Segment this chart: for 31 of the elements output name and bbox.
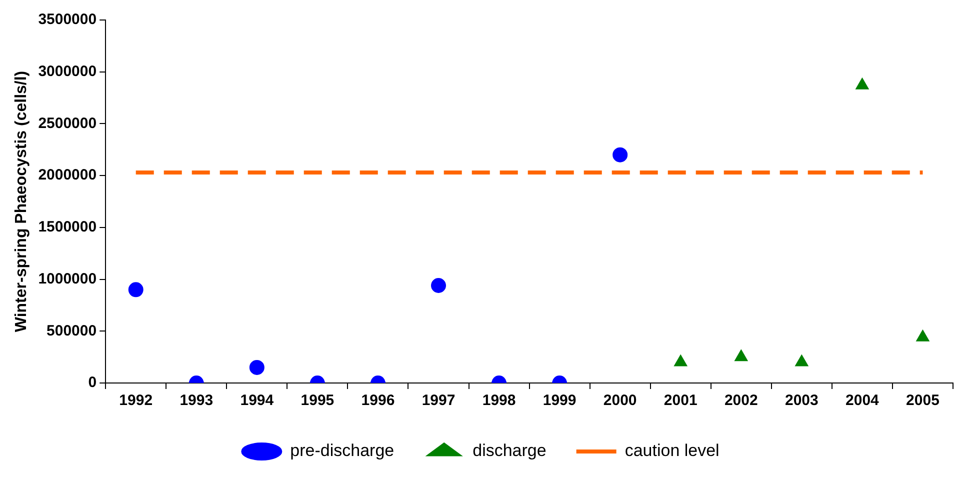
x-tick-label: 1995 xyxy=(300,392,334,410)
point xyxy=(674,354,688,366)
x-tick-label: 1992 xyxy=(119,392,153,410)
y-tick-label: 500000 xyxy=(46,322,97,340)
x-tick-label: 2003 xyxy=(784,392,818,410)
point xyxy=(734,350,748,362)
y-tick-label: 2000000 xyxy=(38,166,97,184)
x-tick-label: 1997 xyxy=(422,392,456,410)
x-tick-label: 2004 xyxy=(846,392,880,410)
legend-label: discharge xyxy=(472,441,546,460)
point xyxy=(612,147,628,162)
y-tick-label: 1000000 xyxy=(38,270,97,288)
y-tick-label: 1500000 xyxy=(38,218,97,236)
x-tick-label: 2002 xyxy=(724,392,758,410)
x-tick-label: 2005 xyxy=(906,392,940,410)
legend-label: pre-discharge xyxy=(290,441,394,460)
y-tick-label: 0 xyxy=(88,374,97,392)
x-tick-label: 1994 xyxy=(240,392,274,410)
x-tick-label: 1998 xyxy=(482,392,516,410)
y-tick-label: 2500000 xyxy=(38,114,97,132)
legend-label: caution level xyxy=(624,441,720,460)
x-tick-label: 1999 xyxy=(542,392,576,410)
x-tick-label: 1993 xyxy=(180,392,214,410)
point xyxy=(916,330,930,342)
y-axis-title: Winter-spring Phaeocystis (cells/l) xyxy=(13,70,30,332)
x-tick-label: 1996 xyxy=(361,392,395,410)
x-tick-label: 2000 xyxy=(603,392,637,410)
y-tick-label: 3500000 xyxy=(38,11,97,28)
x-tick-label: 2001 xyxy=(664,392,698,410)
y-tick-label: 3000000 xyxy=(38,63,97,80)
point xyxy=(795,354,808,366)
